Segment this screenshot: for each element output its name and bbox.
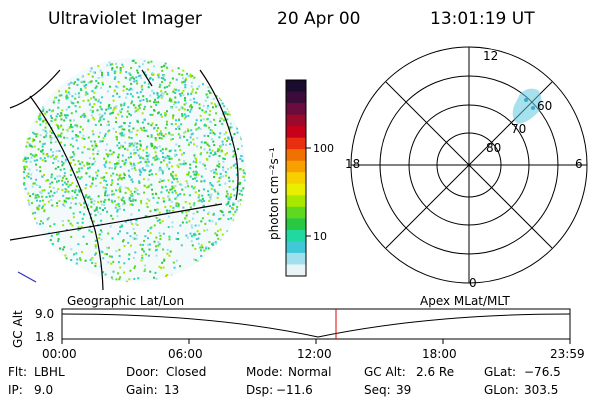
observation-date: 20 Apr 00 (277, 9, 360, 29)
x-tick-0000: 00:00 (42, 347, 77, 361)
seq-label: Seq: (364, 383, 391, 397)
mlt-label-0: 0 (469, 276, 477, 290)
ring-label-70: 70 (511, 122, 526, 136)
x-tick-2359: 23:59 (550, 347, 585, 361)
observation-time: 13:01:19 UT (430, 9, 535, 29)
ip-label: IP: (8, 383, 23, 397)
instrument-title: Ultraviolet Imager (48, 9, 202, 29)
glon-value: 303.5 (524, 383, 558, 397)
mlt-label-12: 12 (483, 49, 498, 63)
door-label: Door: (126, 365, 159, 379)
y-tick-1-8: 1.8 (35, 330, 54, 344)
glat-label: GLat: (484, 365, 516, 379)
colorbar-tick-label-100: 100 (313, 142, 334, 155)
ip-value: 9.0 (34, 383, 53, 397)
dsp-label: Dsp: (246, 383, 273, 397)
ring-label-60: 60 (537, 99, 552, 113)
geographic-title: Geographic Lat/Lon (67, 294, 184, 308)
x-tick-0600: 06:00 (168, 347, 203, 361)
ring-label-80: 80 (486, 141, 501, 155)
gain-label: Gain: (126, 383, 158, 397)
gain-value: 13 (164, 383, 179, 397)
polar-aurora-patch (512, 88, 542, 124)
door-value: Closed (166, 365, 206, 379)
polar-plot (350, 46, 588, 284)
seq-value: 39 (396, 383, 411, 397)
earth-image (9, 58, 246, 291)
apex-title: Apex MLat/MLT (420, 294, 510, 308)
altitude-timeline (61, 308, 571, 344)
x-tick-1800: 18:00 (422, 347, 457, 361)
gcalt-value: 2.6 Re (416, 365, 454, 379)
colorbar-tick-label-10: 10 (313, 230, 327, 243)
colorbar-unit-label: photon cm⁻²s⁻¹ (267, 147, 281, 240)
gcalt-label: GC Alt: (364, 365, 406, 379)
color-scale: 100 10 photon cm⁻²s⁻¹ (267, 79, 334, 277)
glon-label: GLon: (484, 383, 519, 397)
flt-label: Flt: (8, 365, 27, 379)
coastline-overlay (9, 69, 239, 291)
dsp-value: −11.6 (276, 383, 313, 397)
glat-value: −76.5 (524, 365, 561, 379)
mode-value: Normal (288, 365, 331, 379)
flt-value: LBHL (34, 365, 65, 379)
mlt-label-18: 18 (345, 157, 360, 171)
mode-label: Mode: (246, 365, 283, 379)
x-tick-1200: 12:00 (297, 347, 332, 361)
gc-alt-axis-title: GC Alt (11, 310, 25, 348)
mlt-label-6: 6 (575, 157, 583, 171)
y-tick-9: 9.0 (35, 307, 54, 321)
status-info: Flt: LBHL IP: 9.0 Door: Closed Gain: 13 … (8, 365, 561, 397)
